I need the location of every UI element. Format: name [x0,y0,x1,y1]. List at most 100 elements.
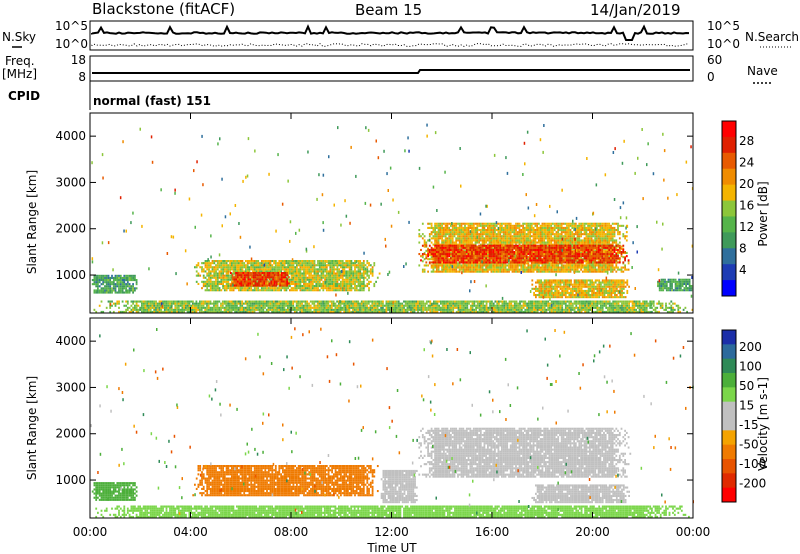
heatmap-cell [364,264,367,267]
heatmap-cell [223,266,226,269]
heatmap-cell [432,268,435,271]
heatmap-cell [589,257,591,260]
heatmap-cell [448,255,451,258]
heatmap-cell [497,270,500,273]
heatmap-cell [529,270,531,273]
heatmap-cell [573,255,575,258]
heatmap-cell [107,287,110,290]
heatmap-cell [259,264,261,267]
heatmap-cell [545,237,547,240]
heatmap-cell [241,287,244,290]
heatmap-cell [443,239,445,242]
heatmap-cell [487,255,489,258]
heatmap-cell [567,226,570,229]
heatmap-cell [546,231,549,234]
heatmap-cell [578,229,581,232]
heatmap-cell [263,284,266,287]
heatmap-cell [100,291,103,294]
heatmap-cell [283,264,286,267]
heatmap-cell [352,278,355,281]
heatmap-cell [441,266,443,269]
heatmap-cell [460,239,463,242]
heatmap-cell [371,268,374,271]
heatmap-cell [439,229,442,232]
heatmap-cell [458,243,461,246]
heatmap-cell [280,287,282,290]
heatmap-cell [450,251,452,254]
heatmap-cell [284,282,287,285]
heatmap-cell [436,261,438,264]
heatmap-cell [251,282,253,285]
heatmap-cell [465,268,468,271]
heatmap-cell [455,248,458,251]
heatmap-cell [472,254,475,257]
heatmap-cell [290,260,293,263]
heatmap-cell [336,274,339,277]
heatmap-cell [483,261,486,264]
heatmap-cell [471,243,473,246]
heatmap-cell [448,226,451,229]
heatmap-cell [543,243,546,246]
heatmap-cell [263,278,266,281]
heatmap-cell [553,264,556,267]
heatmap-cell [481,241,484,244]
heatmap-cell [490,264,493,267]
heatmap-cell [525,253,528,256]
heatmap-cell [495,239,498,242]
heatmap-cell [516,266,519,269]
heatmap-cell [359,276,362,279]
heatmap-cell [523,222,526,225]
heatmap-cell [573,261,575,264]
heatmap-cell [594,249,597,252]
heatmap-cell [204,262,207,265]
heatmap-cell [581,261,584,264]
heatmap-cell [580,229,582,232]
heatmap-cell [574,224,577,227]
heatmap-cell [434,239,436,242]
heatmap-cell [202,282,205,285]
heatmap-cell [280,266,282,269]
heatmap-cell [603,235,605,238]
heatmap-cell [492,253,495,256]
heatmap-cell [543,244,546,247]
heatmap-cell [585,246,588,249]
heatmap-cell [434,251,436,254]
heatmap-cell [580,253,582,256]
heatmap-cell [573,237,575,240]
heatmap-cell [522,260,524,263]
heatmap-cell [455,222,458,225]
heatmap-cell [348,280,351,283]
heatmap-cell [478,264,480,267]
heatmap-cell [284,274,287,277]
heatmap-cell [306,287,309,290]
heatmap-cell [516,255,519,258]
heatmap-cell [303,285,305,288]
heatmap-cell [325,280,328,283]
heatmap-cell [333,282,335,285]
heatmap-cell [437,268,440,271]
heatmap-cell [590,222,593,225]
heatmap-cell [564,257,567,260]
heatmap-cell [601,266,604,269]
heatmap-cell [555,222,558,225]
heatmap-cell [550,239,553,242]
heatmap-cell [485,222,487,225]
heatmap-cell [624,268,626,271]
heatmap-cell [536,259,538,262]
heatmap-cell [338,260,340,263]
heatmap-cell [555,255,558,258]
heatmap-cell [574,259,577,262]
heatmap-cell [354,287,356,290]
heatmap-cell [596,251,598,254]
heatmap-cell [520,239,523,242]
heatmap-cell [523,237,526,240]
heatmap-cell [329,260,332,263]
heatmap-cell [552,255,554,258]
heatmap-cell [368,276,370,279]
heatmap-cell [472,268,475,271]
heatmap-cell [534,264,537,267]
heatmap-cell [448,258,451,261]
heatmap-cell [264,270,267,273]
heatmap-cell [543,235,546,238]
heatmap-cell [583,243,586,246]
